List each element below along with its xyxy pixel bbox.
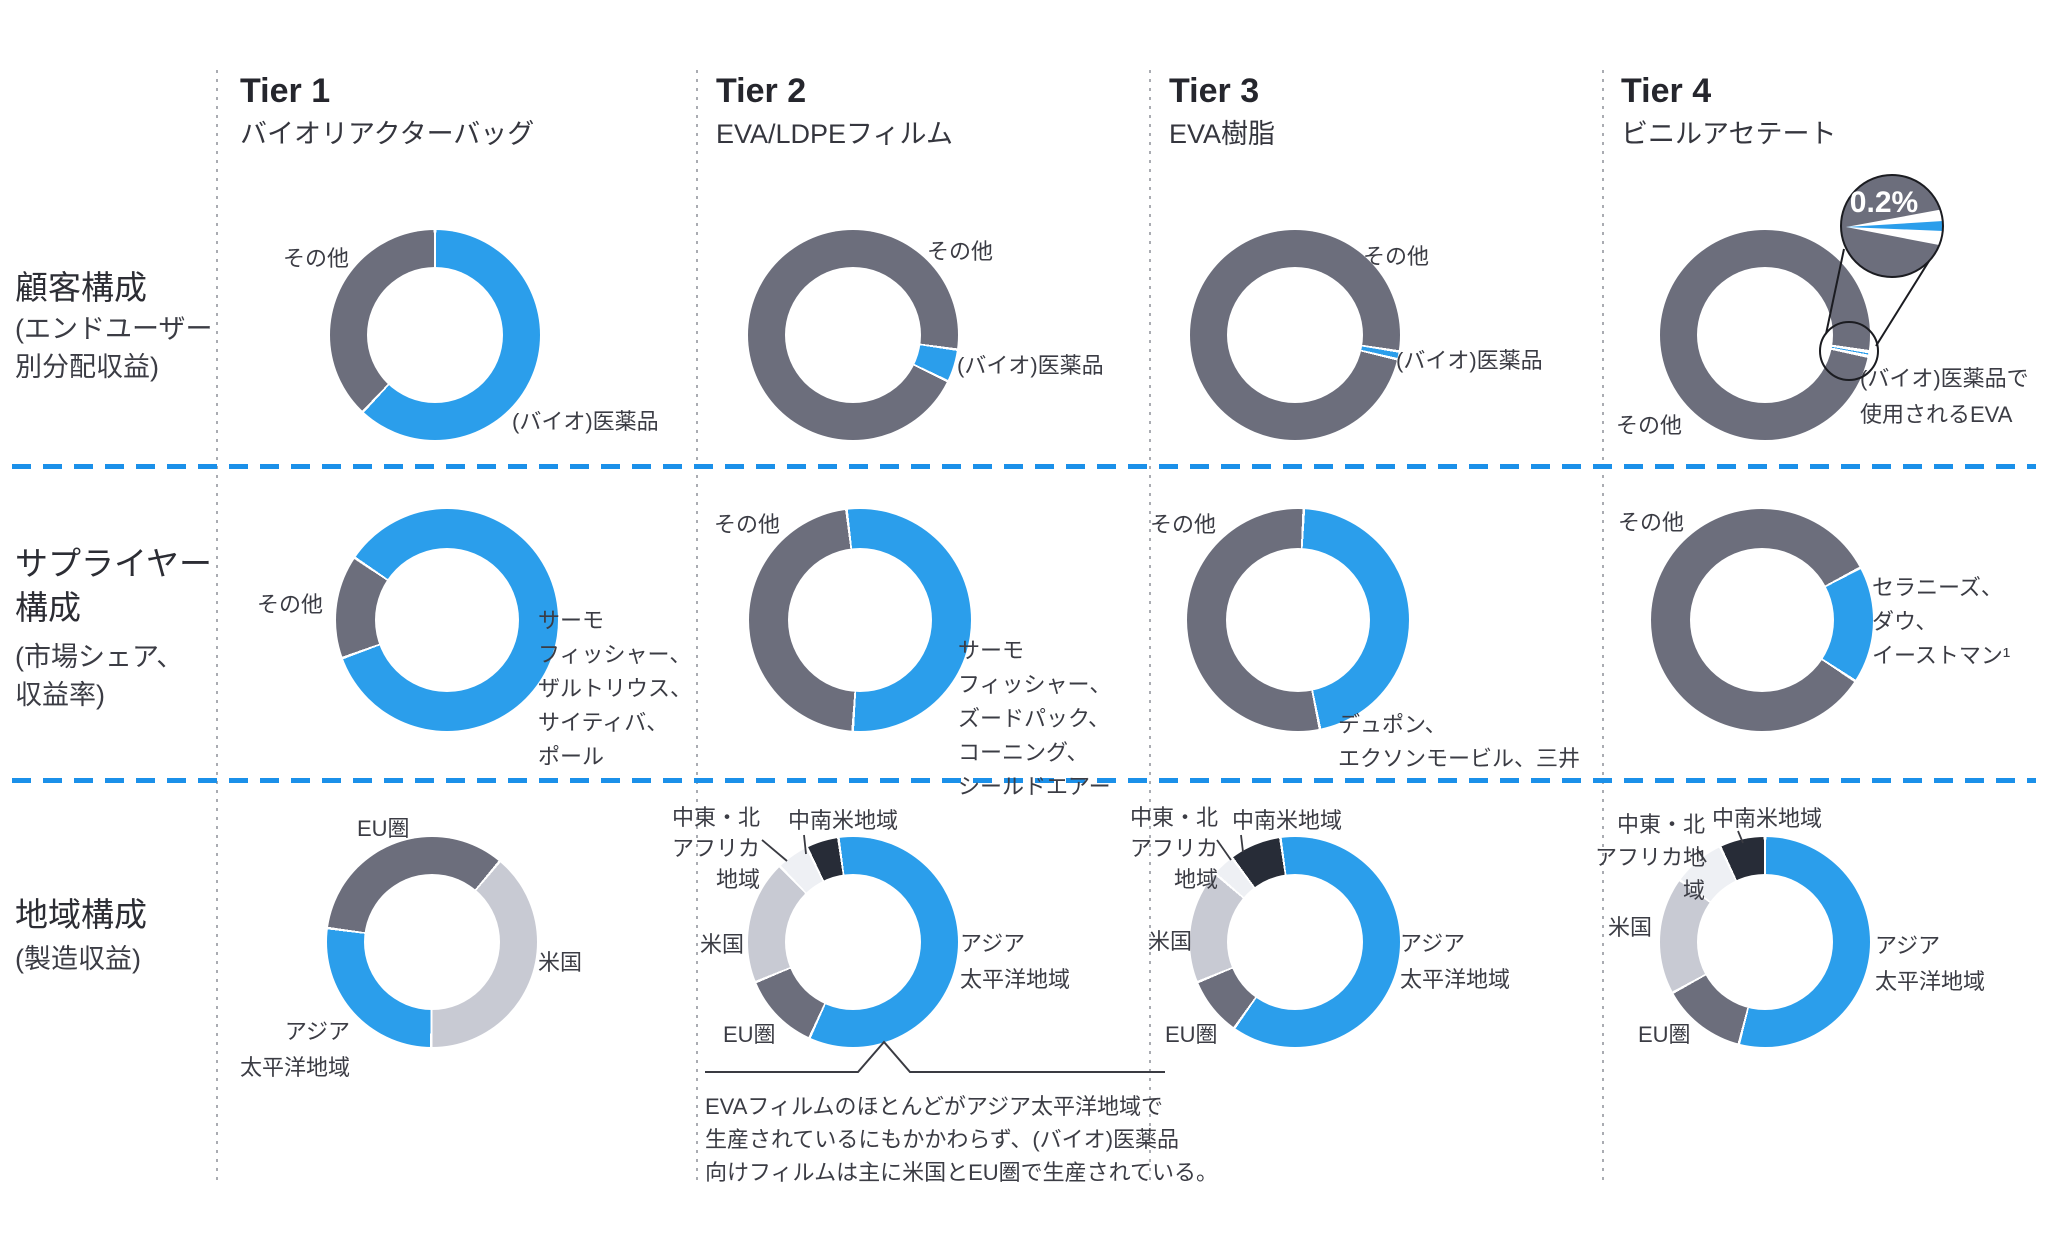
tier2-region-latam-label: 中南米地域 — [788, 808, 899, 833]
tier3-subtitle: EVA樹脂 — [1169, 119, 1276, 149]
tier2-supplier-companies-label: サーモ フィッシャー、 ズードパック、 コーニング、 シールドエアー — [958, 638, 1112, 799]
magnifier-value: 0.2% — [1850, 186, 1918, 219]
tier1-region-us-label: 米国 — [538, 950, 583, 975]
magnifier-white-wedge — [1846, 209, 1943, 246]
tier4-region-eu-label: EU圏 — [1638, 1022, 1691, 1047]
tier4-subtitle: ビニルアセテート — [1621, 119, 1837, 149]
donut-tier3-supplier — [1187, 509, 1409, 731]
tier1-region-eu-label: EU圏 — [357, 816, 410, 841]
tier2-subtitle: EVA/LDPEフィルム — [716, 119, 953, 149]
donut-tier4-supplier — [1651, 509, 1873, 731]
donut-hole — [1226, 266, 1364, 404]
donut-tier3-customer — [1190, 230, 1400, 440]
tier1-customer-biopharma-label: (バイオ)医薬品 — [512, 409, 659, 434]
row1-subtitle: (エンドユーザー 別分配収益) — [15, 314, 213, 382]
donut-hole — [1226, 873, 1364, 1011]
tier3-title: Tier 3 — [1169, 72, 1260, 110]
donut-tier1-customer — [330, 230, 540, 440]
tier3-region-latam-label: 中南米地域 — [1232, 808, 1343, 833]
row-separator-1 — [12, 464, 2036, 469]
donut-tier3-region — [1190, 837, 1400, 1047]
tier2-title: Tier 2 — [716, 72, 807, 110]
donut-hole — [1689, 547, 1835, 693]
tier2-region-note: EVAフィルムのほとんどがアジア太平洋地域で 生産されているにもかかわらず、(バ… — [705, 1094, 1219, 1185]
tier3-region-eu-label: EU圏 — [1165, 1022, 1218, 1047]
tier4-region-asia-label: アジア 太平洋地域 — [1875, 933, 1986, 994]
tier1-subtitle: バイオリアクターバッグ — [240, 119, 535, 149]
column-separator-4 — [1602, 70, 1604, 1185]
column-separator-3 — [1149, 70, 1151, 1185]
row3-subtitle: (製造収益) — [15, 944, 141, 974]
tier1-supplier-companies-label: サーモ フィッシャー、 ザルトリウス、 サイティバ、 ポール — [538, 608, 693, 769]
tier2-customer-other-label: その他 — [927, 239, 994, 264]
row1-title: 顧客構成 — [15, 269, 147, 306]
tier1-region-asia-label: アジア 太平洋地域 — [239, 1019, 350, 1080]
magnifier-line-right — [1875, 244, 1940, 347]
donut-hole — [1696, 873, 1834, 1011]
tier2-region-mena-label: 中東・北 アフリカ 地域 — [671, 805, 760, 892]
tier3-customer-biopharma-label: (バイオ)医薬品 — [1396, 348, 1543, 373]
tier4-region-us-label: 米国 — [1608, 915, 1653, 940]
tier2-supplier-other-label: その他 — [714, 512, 781, 537]
tier1-title: Tier 1 — [240, 72, 331, 110]
tier3-mena-tick — [1216, 839, 1232, 861]
tier3-region-us-label: 米国 — [1148, 929, 1193, 954]
magnifier-bubble-fill — [1841, 175, 1943, 277]
tier3-region-asia-label: アジア 太平洋地域 — [1400, 931, 1511, 992]
tier4-region-latam-label: 中南米地域 — [1712, 806, 1823, 831]
tier2-customer-biopharma-label: (バイオ)医薬品 — [957, 353, 1104, 378]
row2-title: サプライヤー 構成 — [15, 545, 213, 626]
tier4-customer-other-label: その他 — [1616, 413, 1683, 438]
column-separator-2 — [696, 70, 698, 1185]
magnifier-bubble-outline — [1840, 174, 1944, 278]
donut-tier4-region — [1660, 837, 1870, 1047]
donut-hole — [1225, 547, 1371, 693]
tier4-title: Tier 4 — [1621, 72, 1712, 110]
donut-tier2-supplier — [749, 509, 971, 731]
tier2-region-eu-label: EU圏 — [723, 1022, 776, 1047]
tier2-region-us-label: 米国 — [700, 932, 745, 957]
donut-tier1-region — [327, 837, 537, 1047]
donut-tier1-supplier — [336, 509, 558, 731]
tier3-supplier-other-label: その他 — [1150, 512, 1217, 537]
tier4-customer-eva-label: (バイオ)医薬品で 使用されるEVA — [1860, 366, 2029, 427]
donut-hole — [363, 873, 501, 1011]
donut-hole — [784, 873, 922, 1011]
donut-tier4-customer — [1660, 230, 1870, 440]
tier1-customer-other-label: その他 — [283, 246, 350, 271]
donut-tier2-customer — [748, 230, 958, 440]
magnifier-blue-sliver — [1846, 221, 1943, 231]
donut-hole — [784, 266, 922, 404]
donut-tier2-region — [748, 837, 958, 1047]
tier3-region-mena-label: 中東・北 アフリカ 地域 — [1129, 805, 1218, 892]
tier3-customer-other-label: その他 — [1363, 244, 1430, 269]
tier4-region-mena-label: 中東・北 アフリカ地域 — [1594, 812, 1705, 903]
tier1-supplier-other-label: その他 — [257, 592, 324, 617]
donut-hole — [374, 547, 520, 693]
tier2-mena-tick — [761, 839, 788, 862]
tier2-region-asia-label: アジア 太平洋地域 — [960, 931, 1071, 992]
donut-hole — [366, 266, 504, 404]
row3-title: 地域構成 — [15, 896, 147, 933]
donut-hole — [787, 547, 933, 693]
donut-hole — [1696, 266, 1834, 404]
tier4-supplier-companies-label: セラニーズ、 ダウ、 イーストマン¹ — [1872, 575, 2011, 668]
row2-subtitle: (市場シェア、 収益率) — [15, 642, 184, 710]
tier3-supplier-companies-label: デュポン、 エクソンモービル、三井 — [1338, 712, 1581, 771]
column-separator-1 — [216, 70, 218, 1185]
magnifier-bubble: 0.2% — [1840, 174, 1944, 278]
row-separator-2 — [12, 778, 2036, 783]
tier4-supplier-other-label: その他 — [1618, 510, 1685, 535]
